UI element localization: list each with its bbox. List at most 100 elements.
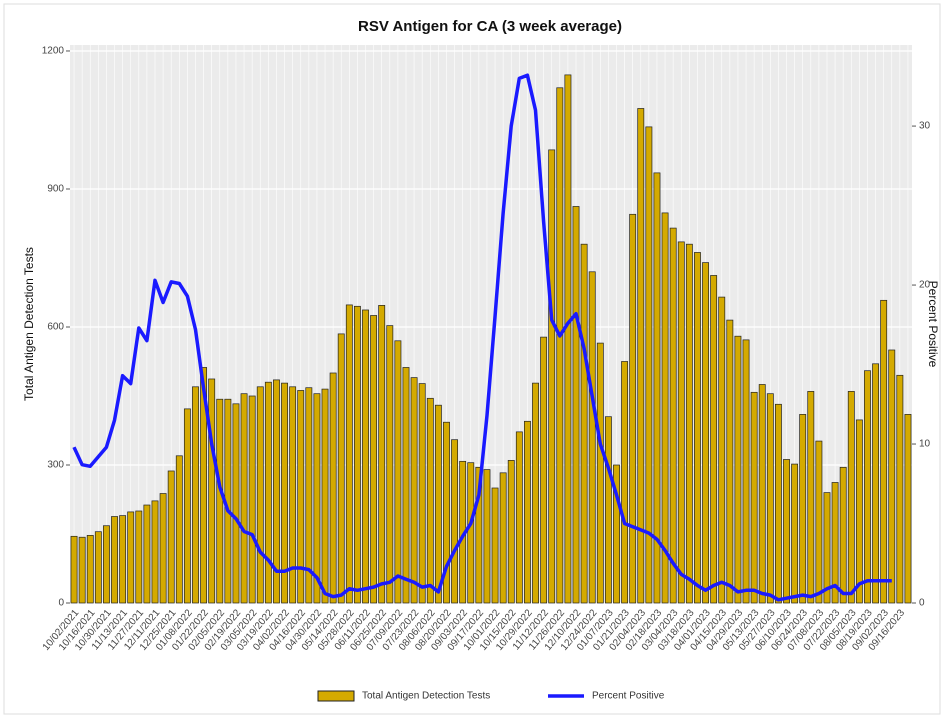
bar: [629, 213, 637, 604]
bar: [434, 404, 442, 604]
bar: [831, 482, 839, 604]
bar: [264, 381, 272, 604]
bar: [864, 370, 871, 604]
bar: [710, 275, 718, 604]
bar: [823, 492, 831, 604]
bar: [491, 487, 499, 604]
y2-tick-label: 30: [919, 121, 931, 132]
bar: [402, 367, 410, 604]
bar: [451, 439, 458, 604]
y2-tick-label: 20: [919, 280, 931, 291]
bar: [572, 206, 580, 604]
line: [72, 73, 892, 602]
bar: [70, 535, 78, 604]
bar: [151, 500, 159, 604]
bar: [791, 463, 799, 604]
bar: [774, 403, 782, 604]
bar: [548, 149, 556, 604]
bar: [313, 393, 321, 604]
bar: [329, 372, 337, 604]
bar: [758, 384, 766, 604]
bar: [742, 339, 750, 604]
bar: [726, 319, 734, 604]
bar: [524, 420, 531, 604]
bar: [192, 386, 199, 604]
bar: [483, 469, 491, 604]
y-tick-label: 600: [47, 322, 64, 333]
legend-swatch: [317, 690, 355, 702]
bar: [807, 391, 815, 604]
bar: [588, 271, 596, 604]
bar: [78, 536, 86, 604]
bar: [345, 304, 353, 604]
bar: [661, 212, 669, 604]
bar: [564, 74, 572, 604]
bar: [515, 431, 523, 604]
bar: [783, 459, 790, 604]
bar: [216, 398, 224, 604]
chart-title: RSV Antigen for CA (3 week average): [358, 18, 622, 35]
bar: [799, 414, 807, 604]
bar: [815, 440, 823, 604]
bar: [127, 511, 135, 604]
bar: [281, 382, 288, 604]
bar: [119, 515, 127, 604]
bar: [200, 367, 208, 604]
bar: [880, 299, 888, 604]
bar: [273, 379, 280, 604]
bar: [718, 296, 726, 604]
bar: [702, 262, 709, 604]
bar: [183, 408, 191, 604]
bar: [240, 393, 248, 604]
bar: [613, 464, 620, 604]
y2-tick-label: 10: [919, 439, 931, 450]
bar: [669, 227, 677, 604]
bar: [645, 126, 653, 604]
legend-label: Total Antigen Detection Tests: [362, 691, 490, 702]
y-tick-label: 0: [58, 598, 64, 609]
bar: [370, 315, 378, 604]
legend-label: Percent Positive: [592, 691, 665, 702]
bar: [321, 388, 329, 604]
y-tick-label: 300: [47, 460, 64, 471]
y-tick-label: 900: [47, 184, 64, 195]
bar: [475, 466, 483, 604]
bar: [111, 516, 118, 604]
bar: [694, 252, 701, 604]
bar: [855, 419, 863, 604]
y2-axis-title: Percent Positive: [926, 281, 940, 368]
bar: [443, 421, 450, 604]
bar: [208, 378, 216, 604]
bar: [896, 374, 904, 604]
bar: [839, 466, 847, 604]
bar: [386, 325, 394, 604]
y2-tick-label: 0: [919, 598, 925, 609]
bar: [532, 382, 539, 604]
bar: [143, 504, 151, 604]
bar: [426, 397, 434, 604]
bar: [734, 335, 742, 604]
bar: [305, 387, 313, 604]
bar: [507, 460, 515, 604]
bar: [297, 390, 305, 604]
y-tick-label: 1200: [42, 46, 65, 57]
bar: [596, 342, 604, 604]
bar: [637, 108, 645, 604]
bar: [353, 305, 361, 604]
bar: [904, 414, 912, 604]
bar: [94, 531, 102, 604]
bar: [410, 377, 418, 604]
bar: [159, 493, 167, 604]
bar: [337, 333, 345, 604]
bar: [750, 391, 758, 604]
bar: [175, 455, 183, 604]
bar: [86, 535, 94, 604]
bar: [540, 336, 548, 604]
bar: [167, 470, 175, 604]
bar: [103, 525, 110, 604]
bar: [888, 349, 896, 604]
bar: [604, 416, 612, 604]
bar: [685, 243, 693, 604]
bar: [289, 386, 297, 604]
